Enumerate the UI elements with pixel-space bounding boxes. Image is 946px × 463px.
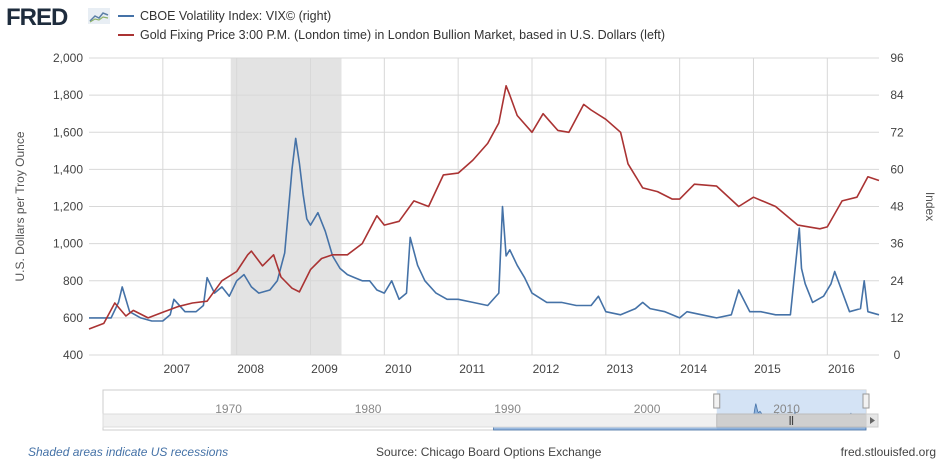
x-tick-label: 2014 (680, 362, 707, 376)
legend-swatch-vix (118, 14, 134, 17)
y-tick-label-right: 0 (894, 348, 901, 362)
line-graph-icon (88, 8, 110, 24)
y-axis-title-right: Index (923, 192, 937, 221)
y-tick-label-left: 1,000 (53, 237, 83, 251)
fred-logo[interactable]: FRED (6, 4, 68, 32)
x-tick-label: 2010 (385, 362, 412, 376)
y-axis-title-left: U.S. Dollars per Troy Ounce (13, 131, 27, 281)
y-tick-label-left: 600 (63, 311, 83, 325)
series-line-vix (89, 137, 880, 322)
scrollbar-grip-icon: Ⅱ (788, 414, 794, 428)
source-note: Source: Chicago Board Options Exchange (376, 445, 602, 459)
y-tick-label-left: 800 (63, 274, 83, 288)
legend-item-vix[interactable]: CBOE Volatility Index: VIX© (right) (118, 6, 665, 25)
y-tick-label-left: 1,600 (53, 125, 83, 139)
legend-label-vix: CBOE Volatility Index: VIX© (right) (140, 8, 332, 23)
y-tick-label-right: 96 (890, 51, 904, 65)
navigator-year-label: 1980 (355, 402, 382, 416)
x-tick-label: 2007 (163, 362, 190, 376)
series-line-gold (88, 85, 880, 330)
y-tick-label-left: 2,000 (53, 51, 83, 65)
y-tick-label-right: 48 (890, 200, 904, 214)
y-tick-label-right: 60 (890, 162, 904, 176)
x-tick-label: 2008 (237, 362, 264, 376)
logo-text: FRED (6, 4, 68, 31)
legend-swatch-gold (118, 33, 134, 36)
y-tick-label-right: 72 (890, 125, 904, 139)
navigator-handle-left[interactable] (713, 393, 721, 409)
chart: 400 0 600 12 800 24 1,000 36 1,200 48 1,400 60 1,600… (13, 51, 937, 431)
site-link[interactable]: fred.stlouisfed.org (840, 445, 936, 459)
navigator-year-label: 1970 (215, 402, 242, 416)
plot-area: 400 0 600 12 800 24 1,000 36 1,200 48 1,400 60 1,600… (13, 51, 937, 376)
x-tick-label: 2016 (828, 362, 855, 376)
y-tick-label-right: 84 (890, 88, 904, 102)
y-tick-label-left: 1,200 (53, 200, 83, 214)
navigator-year-label: 2000 (634, 402, 661, 416)
legend-item-gold[interactable]: Gold Fixing Price 3:00 P.M. (London time… (118, 25, 665, 44)
y-tick-label-right: 36 (890, 237, 904, 251)
x-tick-label: 2011 (459, 362, 485, 376)
chevron-right-icon (870, 417, 875, 424)
y-tick-label-right: 24 (890, 274, 904, 288)
navigator-year-label: 1990 (494, 402, 521, 416)
x-tick-label: 2015 (754, 362, 781, 376)
x-tick-label: 2012 (533, 362, 560, 376)
y-tick-label-left: 1,800 (53, 88, 83, 102)
y-tick-label-left: 400 (63, 348, 83, 362)
navigator-year-label: 2010 (773, 402, 800, 416)
y-tick-label-right: 12 (890, 311, 904, 325)
x-tick-label: 2009 (311, 362, 338, 376)
legend-label-gold: Gold Fixing Price 3:00 P.M. (London time… (140, 27, 666, 42)
recession-note[interactable]: Shaded areas indicate US recessions (28, 445, 229, 459)
y-tick-label-left: 1,400 (53, 162, 83, 176)
navigator-handle-right[interactable] (862, 393, 870, 409)
chart-legend: CBOE Volatility Index: VIX© (right) Gold… (118, 6, 665, 44)
x-tick-label: 2013 (606, 362, 633, 376)
